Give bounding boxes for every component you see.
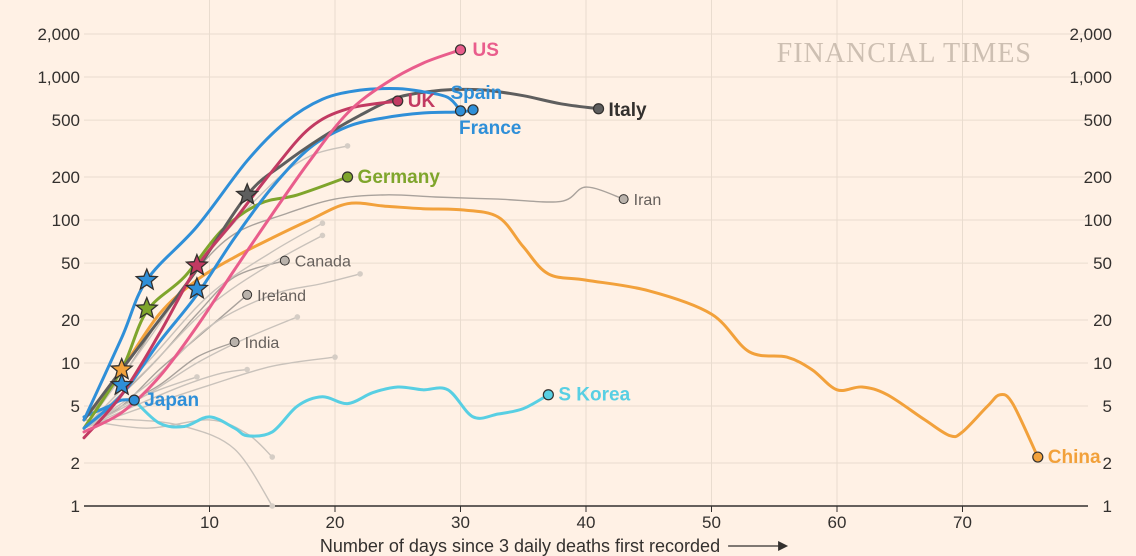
brand-wordmark: FINANCIAL TIMES [777, 38, 1032, 69]
series-line-spain [82, 87, 462, 422]
x-tick-label: 10 [200, 513, 219, 532]
series-label-s-korea: S Korea [558, 385, 630, 406]
y-tick-label-right: 20 [1093, 311, 1112, 330]
series-line-other-7 [83, 356, 336, 429]
end-marker-spain [454, 105, 467, 117]
y-tick-label-right: 2,000 [1069, 25, 1112, 44]
y-tick-label-left: 100 [52, 211, 80, 230]
x-arrow-head [778, 541, 789, 551]
end-marker-other-5 [269, 454, 276, 460]
series-label-china: China [1048, 447, 1101, 468]
y-tick-label-left: 1,000 [37, 68, 80, 87]
series-label-japan: Japan [144, 390, 199, 411]
series-line-other-11 [83, 316, 298, 429]
series-label-ireland: Ireland [257, 288, 306, 305]
series-line-s-korea [132, 385, 550, 438]
star-marker-spain [134, 267, 159, 291]
x-axis-arrow-icon [728, 541, 789, 551]
end-marker-other-9 [319, 232, 326, 239]
x-tick-label: 30 [451, 513, 470, 532]
end-marker-iran [618, 194, 629, 205]
star-markers [109, 182, 260, 396]
y-tick-label-right: 200 [1084, 168, 1112, 187]
series-label-india: India [245, 335, 280, 352]
series-line-other-6 [83, 273, 361, 429]
star-marker-uk [184, 252, 210, 276]
y-tick-label-left: 500 [52, 111, 80, 130]
y-tick-label-right: 1 [1103, 497, 1112, 516]
series-label-us: US [473, 40, 499, 61]
y-tick-label-right: 500 [1084, 111, 1112, 130]
y-tick-label-right: 100 [1084, 211, 1112, 230]
y-tick-label-right: 10 [1093, 354, 1112, 373]
star-marker-spain [184, 276, 210, 300]
end-marker-other-13 [194, 374, 200, 380]
star-marker-germany [134, 295, 159, 319]
end-marker-other-4 [269, 503, 276, 509]
y-tick-label-left: 1 [71, 497, 80, 516]
series-label-italy: Italy [609, 100, 647, 121]
series-label-france: France [459, 118, 521, 139]
end-marker-other-12 [244, 366, 250, 373]
y-tick-label-left: 10 [61, 354, 80, 373]
y-tick-label-left: 2 [71, 454, 80, 473]
x-tick-label: 50 [702, 513, 721, 532]
end-marker-other-10 [344, 143, 351, 149]
end-marker-canada [279, 255, 290, 266]
series-label-germany: Germany [358, 167, 441, 188]
end-marker-france [467, 104, 479, 116]
end-marker-italy [592, 103, 605, 115]
y-tick-label-left: 200 [52, 168, 80, 187]
star-marker-italy [235, 182, 260, 206]
x-tick-label: 20 [326, 513, 345, 532]
end-marker-india [229, 337, 240, 348]
x-tick-label: 60 [828, 513, 847, 532]
y-tick-label-left: 2,000 [37, 25, 80, 44]
y-tick-label-right: 1,000 [1069, 68, 1112, 87]
series-label-spain: Spain [451, 83, 503, 104]
y-tick-label-right: 2 [1103, 454, 1112, 473]
series-label-uk: UK [408, 91, 436, 112]
end-marker-china [1032, 451, 1044, 463]
end-marker-other-7 [332, 354, 338, 360]
series-label-canada: Canada [295, 254, 351, 271]
end-marker-us [454, 44, 467, 56]
end-marker-other-6 [357, 271, 363, 277]
series-label-iran: Iran [634, 192, 662, 209]
series-line-france [82, 108, 475, 430]
end-marker-germany [341, 171, 354, 183]
end-marker-other-11 [294, 314, 301, 320]
y-tick-label-right: 5 [1103, 397, 1112, 416]
series-line-other-5 [83, 419, 273, 458]
y-tick-label-left: 50 [61, 254, 80, 273]
series-line-other-12 [83, 368, 248, 429]
star-marker-japan [109, 372, 134, 396]
series-line-us [82, 48, 462, 434]
series-line-italy [82, 87, 600, 422]
series-line-uk [82, 99, 400, 440]
end-marker-s-korea [542, 389, 554, 401]
x-axis-label: Number of days since 3 daily deaths firs… [320, 536, 720, 556]
y-tick-label-left: 5 [71, 397, 80, 416]
end-marker-japan [128, 394, 140, 406]
end-marker-other-8 [319, 220, 326, 227]
markers [128, 44, 1044, 509]
series-labels: US UK Spain France Italy Germany China S Korea J… [144, 40, 1101, 468]
end-marker-ireland [242, 289, 253, 300]
axis-ticks: 1 1 2 2 5 5 10 10 20 20 50 50 100 100 200 200 500 500 1,00… [37, 25, 1112, 532]
y-tick-label-left: 20 [61, 311, 80, 330]
x-tick-label: 40 [577, 513, 596, 532]
y-tick-label-right: 50 [1093, 254, 1112, 273]
end-marker-uk [392, 95, 404, 107]
series-line-iran [83, 186, 624, 421]
series-line-china [82, 201, 1040, 459]
gridlines [84, 0, 1088, 507]
x-tick-label: 70 [953, 513, 972, 532]
